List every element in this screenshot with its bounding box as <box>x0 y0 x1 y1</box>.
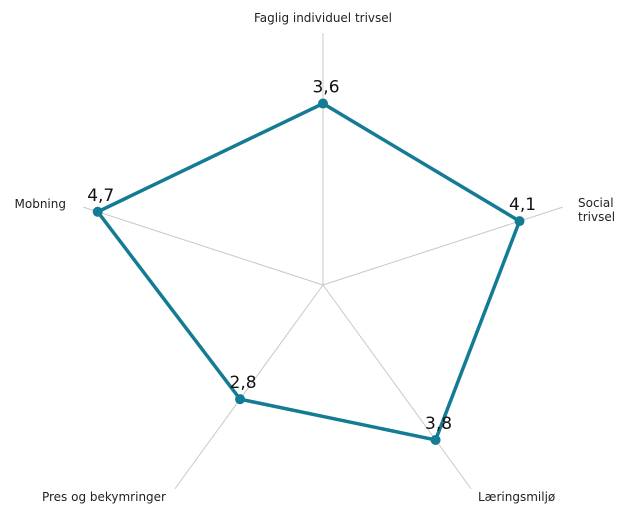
axis-label: Læringsmiljø <box>478 490 556 504</box>
data-point <box>318 98 328 109</box>
value-label: 4,1 <box>509 195 536 215</box>
axis-label: Pres og bekymringer <box>41 490 166 504</box>
data-point <box>430 434 441 445</box>
value-label: 4,7 <box>87 186 114 206</box>
axis-label: Mobning <box>14 197 66 211</box>
data-point <box>92 206 103 217</box>
data-point <box>235 394 246 405</box>
axis-line <box>174 284 324 490</box>
axis-line <box>322 206 563 286</box>
axis-line <box>83 206 324 286</box>
value-label: 2,8 <box>230 373 257 393</box>
axis-line <box>322 284 472 490</box>
data-point <box>514 216 525 227</box>
value-label: 3,8 <box>425 414 452 434</box>
axis-label: Social trivsel <box>578 196 616 224</box>
axis-label: Faglig individuel trivsel <box>254 11 392 25</box>
value-label: 3,6 <box>312 78 339 98</box>
data-polygon <box>95 101 522 442</box>
